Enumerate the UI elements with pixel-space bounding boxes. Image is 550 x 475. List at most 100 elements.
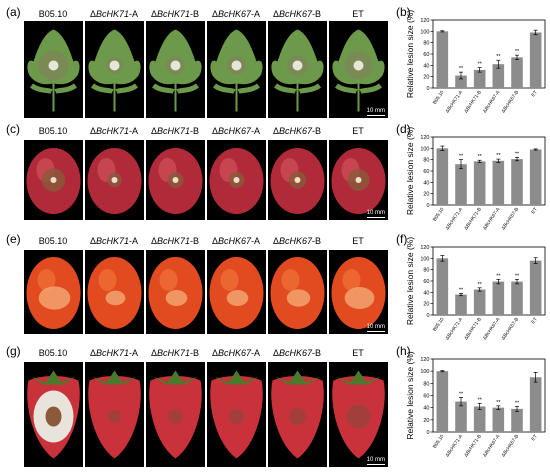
bar — [473, 406, 486, 432]
x-tick-label: ΔBcHK71-A — [445, 433, 465, 458]
panel-label-e: (e) — [6, 232, 21, 246]
strain-name: BcHK67 — [278, 348, 313, 358]
strain-suffix: -B — [190, 236, 200, 246]
y-tick-label: 0 — [426, 86, 429, 92]
bar — [492, 281, 505, 315]
strain-name: ET — [352, 9, 364, 19]
bar — [511, 408, 523, 432]
strain-suffix: -A — [251, 126, 261, 136]
tomato-drawing — [270, 257, 325, 329]
strain-suffix: -B — [312, 348, 322, 358]
strawberry-drawing — [271, 370, 324, 459]
significance-label: ** — [496, 273, 501, 279]
strain-label: ET — [328, 348, 388, 358]
plot-frame — [432, 246, 546, 316]
y-tick-label: 0 — [426, 430, 429, 436]
strain-prefix: Δ — [211, 236, 218, 246]
strain-name: BcHK71 — [95, 236, 130, 246]
strain-label: ΔBcHK67-A — [206, 126, 266, 136]
plot-frame — [432, 136, 546, 206]
significance-label: ** — [515, 400, 520, 406]
strain-prefix: Δ — [150, 236, 157, 246]
strain-suffix: -A — [129, 236, 139, 246]
leaf-photo — [146, 21, 205, 118]
tomato-drawing — [148, 257, 203, 329]
bar — [511, 281, 523, 315]
x-tick-label: ET — [530, 434, 538, 443]
significance-label: ** — [459, 391, 464, 397]
significance-label: ** — [478, 62, 483, 68]
significance-label: ** — [496, 153, 501, 159]
strain-label: B05.10 — [23, 236, 83, 246]
x-tick-label: ΔBcHK71-A — [445, 316, 465, 341]
y-tick-label: 60 — [423, 52, 429, 58]
strain-prefix: Δ — [89, 9, 96, 19]
strain-name: BcHK71 — [95, 126, 130, 136]
strawberry-photo — [146, 362, 205, 467]
significance-label: ** — [515, 273, 520, 279]
strain-suffix: -B — [190, 9, 200, 19]
strain-name: BcHK67 — [217, 348, 252, 358]
bar — [455, 75, 467, 88]
bar-chart-d: Relative lesion size (%) 0 20 40 60 80 100 120 B… — [405, 127, 546, 231]
tomato-photo: 10 mm — [329, 250, 388, 334]
x-tick-label: ΔBcHK67-B — [501, 207, 521, 231]
bar — [492, 64, 505, 88]
apple-drawing — [209, 148, 264, 214]
strain-prefix: Δ — [272, 126, 279, 136]
strain-suffix: -B — [312, 9, 322, 19]
strain-name: ET — [352, 126, 364, 136]
x-tick-label: ΔBcHK71-A — [445, 89, 465, 114]
leaf-drawing — [27, 29, 80, 112]
significance-label: ** — [478, 282, 483, 288]
strain-name: BcHK67 — [217, 9, 252, 19]
scale-bar: 10 mm — [366, 457, 386, 465]
y-tick-label: 20 — [423, 302, 429, 308]
strain-suffix: -B — [190, 348, 200, 358]
strain-label: ΔBcHK67-B — [267, 236, 327, 246]
leaf-photo — [24, 21, 83, 118]
y-tick-label: 120 — [420, 357, 429, 363]
apple-photo — [268, 140, 327, 220]
y-tick-label: 80 — [423, 41, 429, 47]
strain-name: B05.10 — [38, 9, 68, 19]
leaf-photo — [85, 21, 144, 118]
strain-label: ΔBcHK67-B — [267, 9, 327, 19]
strain-label: ΔBcHK71-A — [84, 126, 144, 136]
strain-name: BcHK71 — [95, 348, 130, 358]
y-tick-label: 100 — [420, 369, 429, 375]
panel-label-f: (f) — [396, 232, 408, 246]
apple-drawing — [148, 148, 203, 214]
bar — [511, 57, 523, 88]
bar — [436, 258, 449, 315]
strain-prefix: Δ — [272, 348, 279, 358]
y-tick-label: 80 — [423, 268, 429, 274]
leaf-photo: 10 mm — [329, 21, 388, 118]
strain-prefix: Δ — [89, 126, 96, 136]
significance-label: ** — [496, 400, 501, 406]
apple-photo — [24, 140, 83, 220]
x-tick-label: ΔBcHK67-A — [482, 206, 502, 231]
strain-name: BcHK67 — [278, 126, 313, 136]
scale-bar: 10 mm — [366, 210, 386, 218]
bar — [511, 159, 523, 205]
strawberry-photo — [268, 362, 327, 467]
strain-name: BcHK67 — [278, 236, 313, 246]
y-tick-label: 60 — [423, 169, 429, 175]
x-tick-label: ET — [530, 90, 538, 99]
leaf-photo — [207, 21, 266, 118]
strain-prefix: Δ — [150, 9, 157, 19]
strain-suffix: -B — [312, 126, 322, 136]
strain-prefix: Δ — [89, 348, 96, 358]
strain-name: BcHK71 — [156, 9, 191, 19]
y-tick-label: 100 — [420, 146, 429, 152]
panel-label-g: (g) — [6, 344, 21, 358]
apple-drawing — [87, 148, 142, 214]
apple-photo: 10 mm — [329, 140, 388, 220]
leaf-drawing — [210, 29, 263, 112]
y-tick-label: 60 — [423, 279, 429, 285]
strain-label: ΔBcHK67-B — [267, 126, 327, 136]
tomato-photo — [146, 250, 205, 334]
x-tick-label: ΔBcHK67-B — [501, 317, 521, 341]
strain-label: ΔBcHK71-A — [84, 348, 144, 358]
